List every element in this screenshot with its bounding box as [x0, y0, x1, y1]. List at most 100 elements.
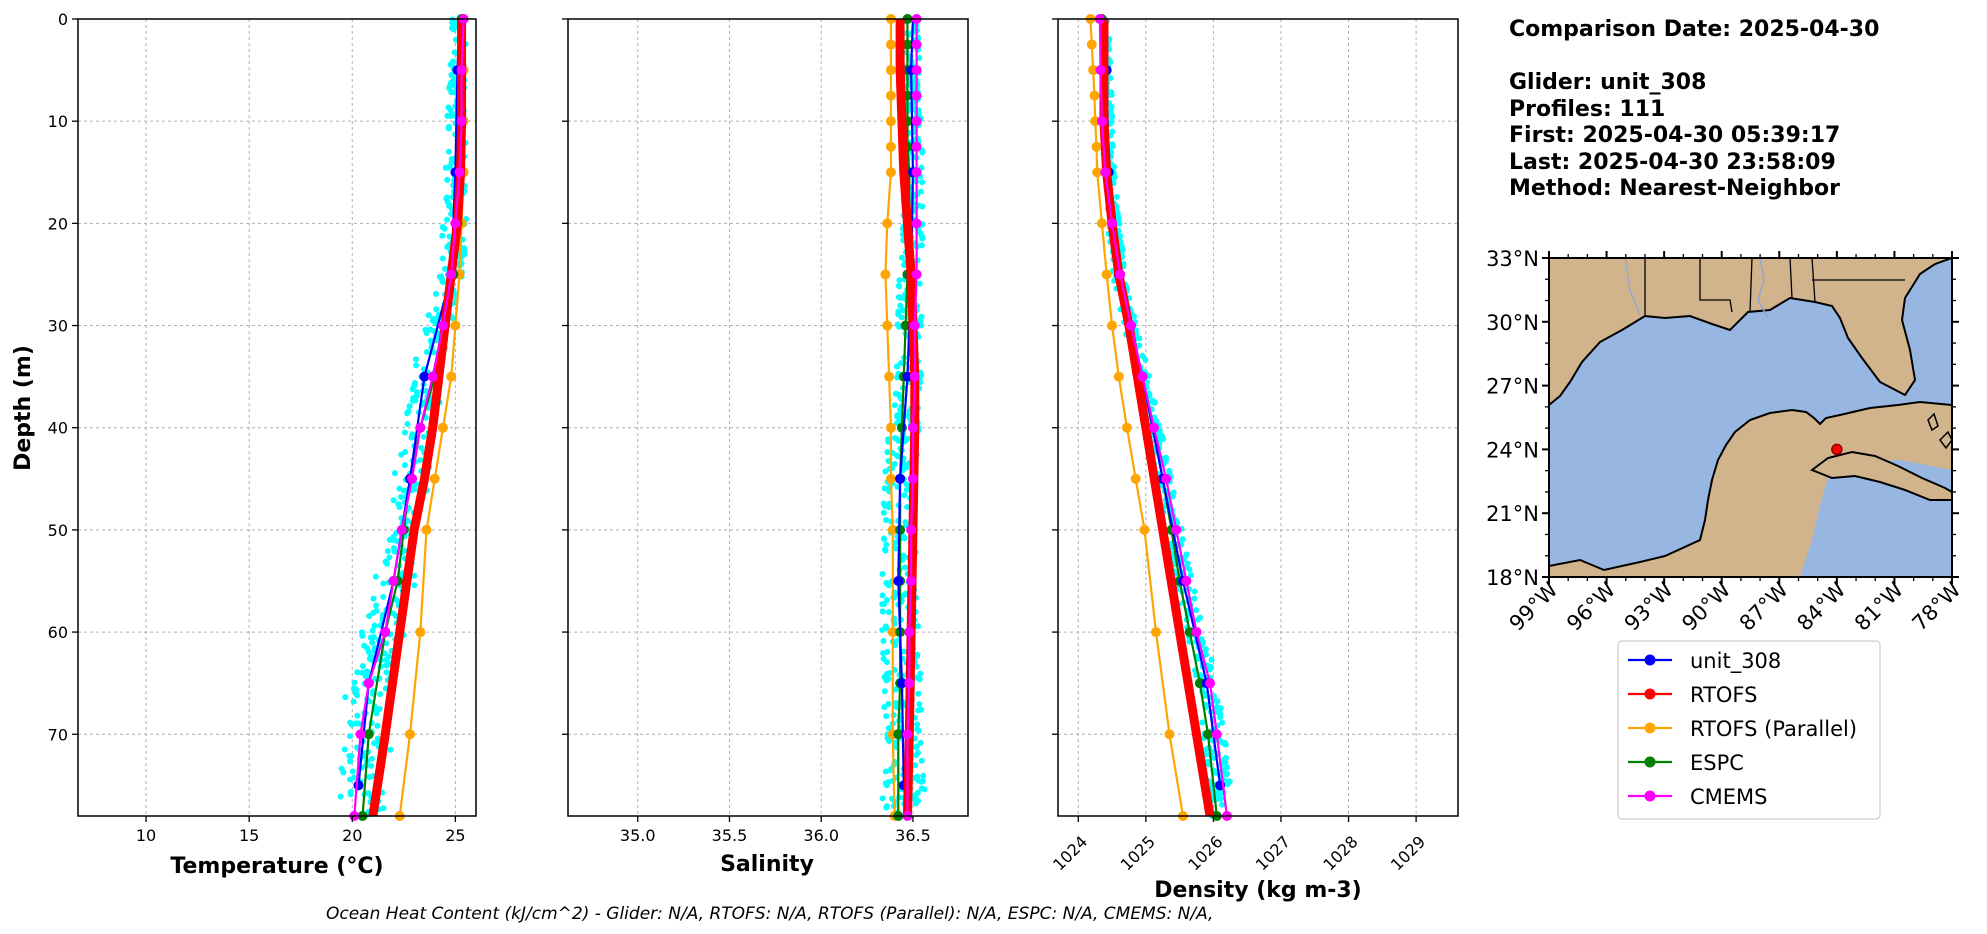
- glider-sample-point: [1219, 801, 1226, 808]
- density-panel: 1024 1025 1026 1027 1028 1029 Density (kg m-3…: [1049, 14, 1459, 903]
- series-rtofs: [1099, 19, 1215, 817]
- glider-sample-point: [1145, 373, 1152, 380]
- series-point: [1091, 141, 1102, 152]
- glider-sample-point: [364, 673, 371, 680]
- glider-sample-point: [896, 283, 903, 290]
- y-tick-label: 60: [48, 623, 68, 642]
- glider-sample-point: [439, 255, 446, 262]
- lat-tick-label: 33°N: [1486, 247, 1539, 271]
- glider-sample-point: [411, 572, 418, 579]
- ocean-heat-content-note: Ocean Heat Content (kJ/cm^2) - Glider: N…: [326, 904, 1213, 924]
- salinity-axes-frame: [567, 18, 969, 817]
- density-series: [1085, 14, 1232, 821]
- series-point: [1171, 524, 1182, 535]
- glider-sample-point: [912, 800, 919, 807]
- mississippi-river: [1757, 258, 1769, 319]
- glider-sample-point: [411, 582, 418, 589]
- glider-sample-point: [1169, 493, 1176, 500]
- glider-sample-point: [1217, 710, 1224, 717]
- glider-sample-point: [893, 452, 900, 459]
- glider-sample-point: [341, 746, 348, 753]
- temperature-panel: 10 15 20 25 0 10 20 30 40 50 60 70 Temperature (°C…: [11, 10, 477, 879]
- series-point: [1089, 90, 1100, 101]
- glider-sample-point: [917, 670, 924, 677]
- glider-sample-point: [391, 548, 398, 555]
- glider-sample-point: [1108, 112, 1115, 119]
- glider-sample-point: [904, 504, 911, 511]
- series-point: [1161, 473, 1172, 484]
- series-line: [1098, 18, 1229, 817]
- series-point: [909, 371, 920, 382]
- legend-entry: ESPC: [1628, 751, 1744, 775]
- series-line: [1099, 19, 1215, 817]
- series-point: [419, 371, 430, 382]
- glider-sample-point: [1222, 741, 1229, 748]
- series-point: [911, 39, 922, 50]
- glider-sample-point: [897, 360, 904, 367]
- glider-sample-point: [460, 245, 467, 252]
- y-tick-label: 30: [48, 317, 68, 336]
- glider-sample-point: [892, 686, 899, 693]
- series-point: [1107, 320, 1118, 331]
- glider-sample-point: [371, 622, 378, 629]
- lat-tick-label: 24°N: [1486, 438, 1539, 462]
- series-point: [363, 678, 374, 689]
- series-line: [361, 19, 463, 817]
- glider-sample-point: [903, 480, 910, 487]
- y-tick-label: 10: [48, 112, 68, 131]
- glider-sample-point: [1110, 143, 1117, 150]
- series-point: [896, 422, 907, 433]
- glider-sample-point: [1186, 566, 1193, 573]
- glider-sample-point: [342, 694, 349, 701]
- glider-sample-point: [354, 712, 361, 719]
- glider-sample-point: [913, 744, 920, 751]
- glider-sample-point: [446, 163, 453, 170]
- series-point: [405, 729, 416, 740]
- series-point: [1113, 371, 1124, 382]
- lon-tick-label: 81°W: [1850, 577, 1908, 635]
- series-point: [429, 473, 440, 484]
- glider-sample-point: [917, 739, 924, 746]
- series-point: [907, 422, 918, 433]
- glider-sample-point: [885, 701, 892, 708]
- glider-sample-point: [1187, 572, 1194, 579]
- glider-sample-point: [1118, 243, 1125, 250]
- glider-sample-point: [1208, 656, 1215, 663]
- glider-sample-point: [900, 533, 907, 540]
- glider-sample-point: [916, 701, 923, 708]
- glider-sample-point: [373, 602, 380, 609]
- glider-sample-point: [413, 389, 420, 396]
- glider-sample-point: [914, 721, 921, 728]
- series-espc: [357, 14, 467, 821]
- series-point: [887, 524, 898, 535]
- glider-sample-point: [359, 663, 366, 670]
- temperature-glider-scatter: [337, 16, 470, 819]
- lon-tick-label: 78°W: [1908, 577, 1966, 635]
- depth-y-label: Depth (m): [11, 345, 36, 471]
- glider-sample-point: [1224, 781, 1231, 788]
- glider-sample-point: [430, 349, 437, 356]
- x-tick-label: 36.5: [895, 826, 931, 845]
- glider-sample-point: [1220, 756, 1227, 763]
- series-line: [368, 19, 467, 817]
- series-line: [1100, 19, 1218, 817]
- series-point: [1191, 627, 1202, 638]
- series-point: [421, 524, 432, 535]
- glider-sample-point: [883, 596, 890, 603]
- glider-sample-point: [892, 699, 899, 706]
- series-point: [882, 218, 893, 229]
- glider-sample-point: [461, 251, 468, 258]
- glider-sample-point: [427, 326, 434, 333]
- series-point: [1096, 218, 1107, 229]
- legend-box: [1617, 640, 1881, 820]
- glider-sample-point: [423, 387, 430, 394]
- series-point: [1150, 627, 1161, 638]
- glider-sample-point: [384, 548, 391, 555]
- glider-sample-point: [886, 670, 893, 677]
- series-point: [388, 575, 399, 586]
- glider-sample-point: [879, 795, 886, 802]
- glider-sample-point: [410, 394, 417, 401]
- glider-sample-point: [891, 402, 898, 409]
- series-point: [1101, 269, 1112, 280]
- glider-sample-point: [883, 659, 890, 666]
